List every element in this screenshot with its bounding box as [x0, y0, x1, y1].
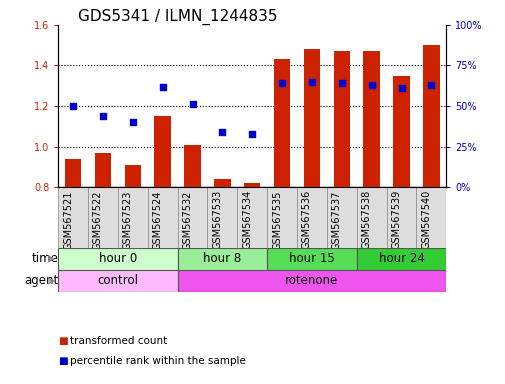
Bar — [58, 270, 177, 292]
Text: agent: agent — [24, 274, 58, 287]
Point — [337, 80, 345, 86]
Bar — [386, 187, 416, 248]
Point — [69, 103, 77, 109]
Bar — [392, 76, 409, 187]
Point — [278, 80, 286, 86]
Bar — [326, 187, 356, 248]
Point — [427, 82, 435, 88]
Text: GSM567533: GSM567533 — [212, 190, 222, 249]
Text: hour 0: hour 0 — [98, 252, 137, 265]
Text: ■: ■ — [58, 356, 68, 366]
Bar — [356, 248, 445, 270]
Point — [248, 131, 256, 137]
Text: GSM567540: GSM567540 — [421, 190, 431, 249]
Point — [99, 113, 107, 119]
Bar — [296, 187, 326, 248]
Bar — [243, 183, 260, 187]
Point — [188, 101, 196, 108]
Bar — [177, 270, 445, 292]
Bar — [214, 179, 230, 187]
Bar — [273, 60, 290, 187]
Bar — [58, 187, 88, 248]
Text: GSM567524: GSM567524 — [153, 190, 163, 250]
Text: hour 8: hour 8 — [203, 252, 241, 265]
Bar — [363, 51, 379, 187]
Bar — [154, 116, 171, 187]
Bar — [147, 187, 177, 248]
Text: rotenone: rotenone — [285, 274, 338, 287]
Bar — [94, 153, 111, 187]
Bar — [124, 165, 141, 187]
Bar — [118, 187, 147, 248]
Text: GSM567539: GSM567539 — [391, 190, 401, 249]
Bar — [65, 159, 81, 187]
Text: GSM567523: GSM567523 — [123, 190, 132, 250]
Bar — [267, 248, 356, 270]
Text: GDS5341 / ILMN_1244835: GDS5341 / ILMN_1244835 — [77, 9, 277, 25]
Point — [307, 79, 315, 85]
Point — [367, 82, 375, 88]
Point — [218, 129, 226, 135]
Bar — [356, 187, 386, 248]
Text: GSM567536: GSM567536 — [301, 190, 311, 249]
Text: transformed count: transformed count — [70, 336, 167, 346]
Text: GSM567532: GSM567532 — [182, 190, 192, 250]
Bar — [207, 187, 237, 248]
Text: time: time — [31, 252, 58, 265]
Point — [159, 83, 167, 89]
Bar — [184, 144, 200, 187]
Text: GSM567534: GSM567534 — [242, 190, 252, 249]
Text: GSM567522: GSM567522 — [93, 190, 103, 250]
Bar — [333, 51, 349, 187]
Text: GSM567535: GSM567535 — [272, 190, 282, 250]
Text: GSM567537: GSM567537 — [331, 190, 341, 250]
Bar — [422, 45, 439, 187]
Bar — [267, 187, 296, 248]
Text: percentile rank within the sample: percentile rank within the sample — [70, 356, 245, 366]
Text: GSM567521: GSM567521 — [63, 190, 73, 250]
Point — [128, 119, 136, 125]
Bar — [88, 187, 118, 248]
Bar — [237, 187, 267, 248]
Text: hour 15: hour 15 — [288, 252, 334, 265]
Bar — [177, 248, 267, 270]
Bar — [303, 49, 320, 187]
Bar — [416, 187, 445, 248]
Bar — [58, 248, 177, 270]
Text: control: control — [97, 274, 138, 287]
Bar — [177, 187, 207, 248]
Text: ■: ■ — [58, 336, 68, 346]
Text: GSM567538: GSM567538 — [361, 190, 371, 249]
Point — [397, 85, 405, 91]
Text: hour 24: hour 24 — [378, 252, 424, 265]
